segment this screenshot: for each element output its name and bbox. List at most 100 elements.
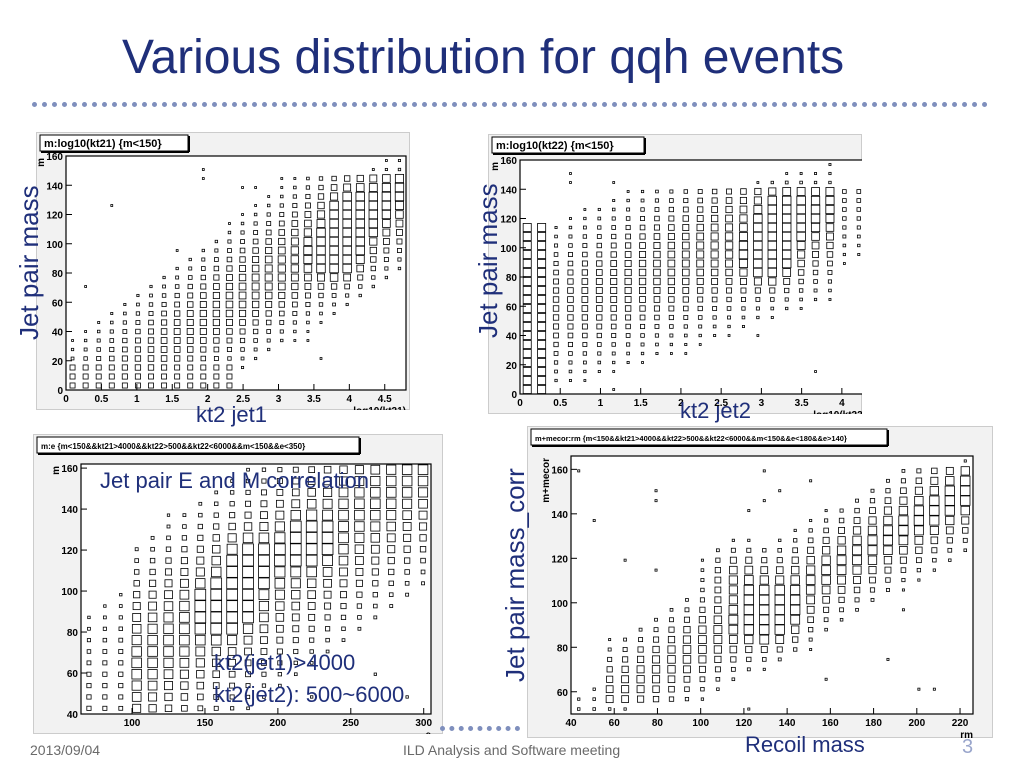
y-tick-label: 140 (500, 185, 517, 196)
histogram-bin (698, 665, 706, 673)
histogram-bin (339, 465, 348, 474)
histogram-bin (109, 329, 114, 334)
histogram-bin (341, 638, 346, 642)
histogram-bin (211, 566, 222, 578)
histogram-bin (173, 319, 181, 326)
histogram-bin (368, 227, 378, 238)
histogram-bin (828, 180, 832, 185)
histogram-bin (372, 592, 378, 598)
histogram-bin (762, 667, 766, 671)
histogram-bin (354, 532, 365, 543)
histogram-bin (641, 361, 644, 364)
histogram-bin (212, 300, 221, 309)
histogram-bin (698, 343, 702, 346)
chart-svg-1: m:log10(kt21) {m<150}0 0.5 1 1.5 2 2.5 3 3.5 4 4.… (36, 132, 410, 410)
y-tick-label: 80 (557, 643, 569, 654)
histogram-bin (611, 333, 617, 338)
histogram-bin (537, 232, 547, 241)
histogram-bin (200, 355, 207, 362)
histogram-bin (179, 634, 190, 646)
histogram-bin (381, 182, 391, 193)
histogram-bin (785, 306, 789, 311)
histogram-bin (740, 188, 747, 195)
histogram-bin (197, 523, 203, 530)
y-tick-label: 140 (61, 505, 78, 516)
histogram-title: m+mecor:rm {m<150&&kt21>4000&&kt22>500&&… (535, 434, 847, 443)
histogram-bin (227, 248, 232, 253)
histogram-bin (102, 637, 108, 643)
histogram-bin (639, 314, 646, 321)
histogram-bin (655, 351, 659, 356)
histogram-bin (200, 292, 207, 299)
histogram-bin (356, 603, 363, 609)
x-tick-label: 4.5 (378, 394, 392, 405)
histogram-bin (626, 351, 630, 356)
histogram-bin (293, 177, 297, 180)
histogram-bin (242, 588, 254, 601)
histogram-bin (726, 306, 732, 311)
histogram-bin (135, 337, 141, 344)
histogram-bin (710, 232, 719, 241)
histogram-bin (610, 251, 617, 258)
histogram-bin (404, 569, 410, 575)
histogram-bin (655, 342, 659, 347)
histogram-bin (729, 556, 737, 564)
histogram-bin (753, 205, 763, 214)
histogram-bin (213, 328, 220, 335)
histogram-bin (746, 667, 751, 672)
histogram-bin (784, 297, 789, 302)
histogram-bin (753, 213, 763, 224)
histogram-bin (342, 254, 352, 265)
histogram-bin (267, 347, 271, 352)
histogram-bin (739, 196, 747, 205)
histogram-bin (625, 314, 632, 321)
histogram-bin (118, 705, 124, 711)
histogram-bin (119, 593, 123, 597)
x-tick-label: 200 (908, 718, 925, 729)
histogram-bin (612, 370, 616, 373)
histogram-bin (855, 498, 860, 503)
histogram-bin (174, 284, 180, 289)
histogram-bin (84, 285, 87, 288)
histogram-bin (868, 516, 877, 525)
histogram-bin (388, 568, 395, 576)
histogram-bin (743, 614, 754, 625)
histogram-bin (254, 356, 258, 361)
histogram-bin (554, 234, 558, 239)
histogram-bin (244, 659, 252, 667)
histogram-bin (945, 466, 954, 475)
histogram-bin (160, 355, 168, 362)
histogram-bin (654, 489, 658, 493)
histogram-bin (226, 600, 238, 612)
histogram-bin (696, 241, 705, 250)
histogram-bin (777, 657, 782, 662)
histogram-bin (770, 297, 775, 302)
histogram-bin (592, 707, 596, 711)
histogram-bin (274, 578, 286, 589)
histogram-bin (83, 338, 88, 343)
histogram-bin (196, 556, 205, 565)
y-axis-label-panel2: Jet pair mass (473, 183, 503, 338)
histogram-bin (342, 200, 352, 211)
histogram-bin (210, 622, 223, 635)
histogram-bin (740, 297, 746, 302)
histogram-bin (753, 222, 763, 233)
histogram-bin (805, 585, 816, 595)
histogram-bin (305, 193, 311, 200)
histogram-bin (227, 239, 232, 244)
histogram-bin (581, 278, 589, 285)
histogram-bin (581, 314, 588, 321)
histogram-bin (653, 305, 660, 312)
histogram-panel-energy-mass: m:e {m<150&&kt21>4000&&kt22>500&&kt22<60… (33, 434, 443, 734)
histogram-bin (668, 685, 675, 693)
histogram-bin (136, 293, 140, 298)
histogram-bin (698, 655, 707, 664)
histogram-bin (782, 249, 792, 260)
histogram-bin (96, 338, 101, 343)
histogram-bin (173, 346, 181, 353)
y-axis-title: m (51, 466, 62, 475)
histogram-bin (109, 338, 115, 343)
histogram-bin (149, 568, 156, 576)
histogram-bin (793, 528, 797, 532)
histogram-bin (853, 517, 861, 524)
